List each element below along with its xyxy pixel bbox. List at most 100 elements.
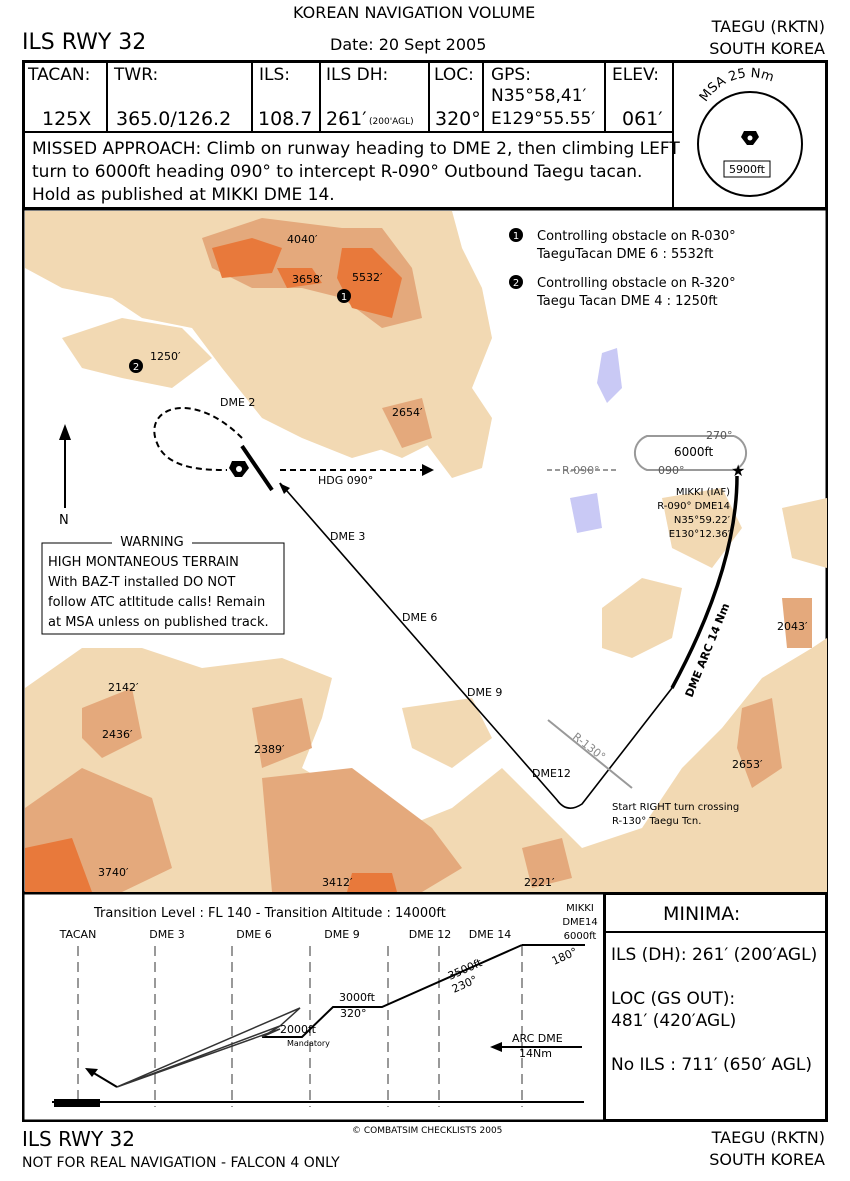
warning-text: HIGH MONTANEOUS TERRAIN With BAZ-T insta…	[48, 555, 269, 630]
elev-cell: ELEV: 061′	[604, 60, 674, 133]
missed-approach-track	[153, 407, 243, 471]
obstacle-2-marker: 2	[129, 359, 143, 373]
mikki-label: MIKKI	[566, 903, 594, 914]
profile-fixes: TACAN DME 3 DME 6 DME 9 DME 12 DME 14 MI…	[59, 903, 598, 942]
arrow-head-icon	[279, 483, 290, 494]
fix-label: DME 14	[469, 928, 511, 941]
minima-loc-label: LOC (GS OUT):	[611, 989, 736, 1009]
footer-airport: TAEGU (RKTN)	[711, 1128, 825, 1147]
ils-dh-agl: (200'AGL)	[369, 117, 414, 127]
dme12-label: DME12	[532, 767, 571, 780]
minima-ils: ILS (DH): 261′ (200′AGL)	[611, 945, 818, 965]
twr-label: TWR:	[114, 65, 159, 85]
ils-cell: ILS: 108.7	[251, 60, 321, 133]
radial-130	[547, 719, 633, 789]
elevation-label: 2436′	[102, 728, 133, 741]
airport-name: TAEGU (RKTN)	[711, 17, 825, 36]
elev-label: ELEV:	[612, 65, 659, 85]
note-line: TaeguTacan DME 6 : 5532ft	[536, 247, 714, 262]
note-line: Taegu Tacan DME 4 : 1250ft	[536, 294, 718, 309]
elevation-label: 2221′	[524, 876, 555, 889]
ils-dh-label: ILS DH:	[326, 65, 389, 85]
mikki-line: MIKKI (IAF)	[676, 487, 730, 498]
twr-value: 365.0/126.2	[116, 108, 232, 130]
minima-title: MINIMA:	[663, 903, 741, 925]
runway	[240, 444, 274, 492]
minima-panel: MINIMA: ILS (DH): 261′ (200′AGL) LOC (GS…	[603, 892, 828, 1122]
twr-cell: TWR: 365.0/126.2	[106, 60, 253, 133]
msa-title: MSA 25 Nm	[697, 66, 776, 105]
transition-text: Transition Level : FL 140 - Transition A…	[93, 906, 446, 921]
turn-note: R-130° Taegu Tcn.	[612, 816, 701, 827]
footer-procedure: ILS RWY 32	[22, 1127, 135, 1151]
mikki-line: R-090° DME14	[657, 501, 730, 512]
dme9-label: DME 9	[467, 686, 502, 699]
radial-090-label: R-090°	[562, 464, 600, 477]
warning-line: HIGH MONTANEOUS TERRAIN	[48, 555, 239, 570]
hold-inbound-label: 090°	[658, 464, 685, 477]
dme3-label: DME 3	[330, 530, 365, 543]
missed-line-3: Hold as published at MIKKI DME 14.	[32, 185, 335, 205]
fix-label: DME 9	[324, 928, 359, 941]
spot-elevations: 4040′ 3658′ 5532′ 1250′ 2654′ 2043′ 2142…	[98, 233, 808, 889]
glideslope-icon	[116, 1007, 301, 1088]
gps-cell: GPS: N35°58,41′ E129°55.55′	[482, 60, 606, 133]
warning-box	[41, 542, 285, 635]
fix-label: DME 3	[149, 928, 184, 941]
loc-value: 320°	[435, 108, 481, 130]
arrow-head-icon	[85, 1068, 98, 1077]
tacan-label: TACAN:	[28, 65, 91, 85]
fix-label: DME 12	[409, 928, 451, 941]
procedure-title: ILS RWY 32	[22, 30, 147, 55]
fix-lines	[77, 946, 523, 1107]
elevation-label: 5532′	[352, 271, 383, 284]
terrain-dark	[25, 238, 402, 892]
gps-lon: E129°55.55′	[491, 109, 596, 129]
mikki-label: 6000ft	[564, 931, 597, 942]
obstacle-notes: 1 Controlling obstacle on R-030° TaeguTa…	[509, 228, 736, 309]
footer-disclaimer: NOT FOR REAL NAVIGATION - FALCON 4 ONLY	[22, 1155, 340, 1171]
elevation-label: 4040′	[287, 233, 318, 246]
runway-profile	[54, 1099, 100, 1107]
warning-line: With BAZ-T installed DO NOT	[48, 575, 235, 590]
elevation-label: 3740′	[98, 866, 129, 879]
profile-view: Transition Level : FL 140 - Transition A…	[22, 892, 606, 1122]
missed-line-2: turn to 6000ft heading 090° to intercept…	[32, 162, 643, 182]
warning-line: follow ATC atltitude calls! Remain	[48, 595, 265, 610]
iaf-star-icon: ★	[731, 461, 745, 480]
north-arrow-icon	[59, 424, 71, 508]
elevation-label: 2142′	[108, 681, 139, 694]
elevation-label: 3412′	[322, 876, 353, 889]
dme2-label: DME 2	[220, 396, 255, 409]
hold-outbound-label: 270°	[706, 429, 733, 442]
footer-copyright: © COMBATSIM CHECKLISTS 2005	[352, 1126, 503, 1136]
obstacle-1-marker: 1	[337, 289, 351, 303]
alt-2000: 2000ft	[280, 1023, 317, 1036]
minima-loc-value: 481′ (420′AGL)	[611, 1011, 737, 1031]
north-label: N	[59, 513, 69, 528]
ils-dh-value: 261′	[326, 108, 367, 130]
footer-country: SOUTH KOREA	[709, 1150, 825, 1169]
elevation-label: 2653′	[732, 758, 763, 771]
tacan-cell: TACAN: 125X	[22, 60, 108, 133]
holding-pattern	[633, 435, 748, 471]
mikki-label: DME14	[562, 917, 597, 928]
mikki-info: MIKKI (IAF) R-090° DME14 N35°59.22′ E130…	[657, 487, 731, 540]
ils-label: ILS:	[259, 65, 291, 85]
msa-diagram: MSA 25 Nm 5900ft	[697, 66, 803, 197]
arc-dme-distance: 14Nm	[519, 1047, 552, 1060]
obstacle-number: 2	[133, 362, 139, 373]
elev-value: 061′	[622, 108, 663, 130]
turn-note: Start RIGHT turn crossing	[612, 802, 739, 813]
elevation-label: 2654′	[392, 406, 423, 419]
ils-dh-cell: ILS DH: 261′ (200'AGL)	[319, 60, 430, 133]
note-number: 1	[513, 231, 519, 242]
arrow-head-icon	[490, 1042, 502, 1052]
fix-label: TACAN	[59, 928, 97, 941]
note-line: Controlling obstacle on R-320°	[537, 276, 736, 291]
tacan-value: 125X	[42, 108, 92, 130]
mikki-line: E130°12.36′	[669, 529, 731, 540]
alt-3000: 3000ft	[339, 991, 376, 1004]
gps-label: GPS:	[491, 65, 531, 85]
